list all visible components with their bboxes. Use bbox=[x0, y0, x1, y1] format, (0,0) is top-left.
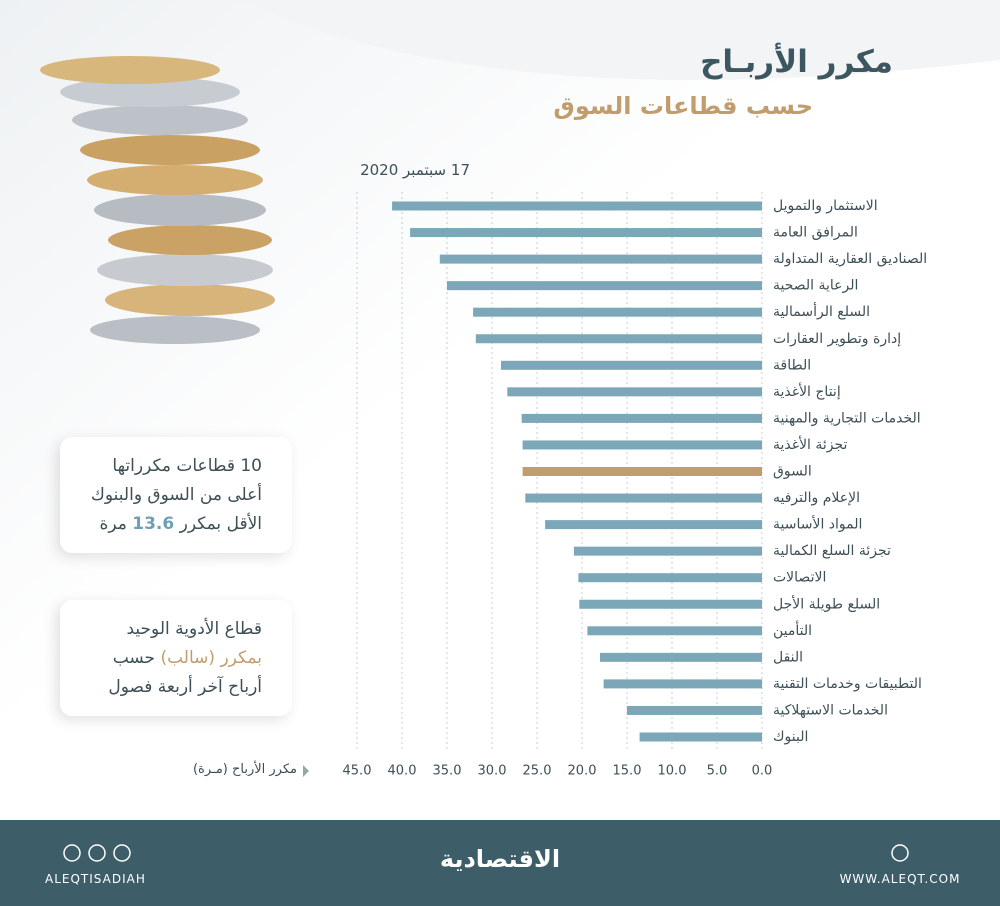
y-tick-label: المرافق العامة bbox=[773, 225, 858, 241]
bar bbox=[501, 360, 762, 370]
callout-box bbox=[60, 437, 292, 553]
bar bbox=[627, 705, 762, 715]
bar bbox=[521, 413, 762, 423]
y-tick-label: الخدمات التجارية والمهنية bbox=[773, 410, 921, 426]
axis-marker bbox=[303, 765, 309, 777]
y-tick-label: الاستثمار والتمويل bbox=[773, 198, 878, 214]
y-tick-label: الإعلام والترفيه bbox=[773, 490, 860, 506]
bar bbox=[603, 679, 762, 689]
bar bbox=[473, 307, 762, 317]
bar bbox=[600, 652, 762, 662]
y-tick-label: تجزئة السلع الكمالية bbox=[773, 543, 891, 559]
bar bbox=[410, 228, 762, 238]
y-tick-label: إدارة وتطوير العقارات bbox=[773, 331, 901, 347]
bar bbox=[579, 599, 762, 609]
y-tick-label: السلع الرأسمالية bbox=[773, 302, 870, 320]
bar bbox=[587, 626, 762, 636]
y-tick-label: الاتصالات bbox=[773, 570, 826, 586]
coin-stack bbox=[40, 56, 275, 344]
bar bbox=[522, 467, 762, 476]
callout-line: أعلى من السوق والبنوك bbox=[91, 481, 262, 510]
callout-line: بمكرر (سالب) حسب bbox=[113, 644, 262, 673]
y-tick-label: الرعاية الصحية bbox=[773, 278, 858, 294]
date: 17 سبتمبر 2020 bbox=[360, 161, 470, 179]
x-tick-label: 35.0 bbox=[433, 764, 462, 779]
callout-text: 13.6 bbox=[132, 514, 175, 534]
y-tick-label: إنتاج الأغذية bbox=[773, 382, 841, 400]
y-tick-label: التطبيقات وخدمات التقنية bbox=[773, 676, 922, 692]
logo: الاقتصادية bbox=[439, 845, 561, 873]
y-tick-label: الصناديق العقارية المتداولة bbox=[773, 251, 927, 267]
callout-text: أعلى من السوق والبنوك bbox=[90, 485, 262, 505]
x-tick-label: 40.0 bbox=[388, 764, 417, 779]
callout-text: أرباح آخر أربعة فصول bbox=[108, 677, 262, 697]
bar bbox=[475, 334, 762, 344]
x-tick-label: 25.0 bbox=[523, 764, 552, 779]
bar bbox=[392, 201, 762, 211]
handle: ALEQTISADIAH bbox=[45, 872, 146, 886]
bar bbox=[578, 573, 762, 583]
y-tick-label: المواد الأساسية bbox=[773, 515, 862, 533]
bar bbox=[522, 440, 762, 450]
x-tick-label: 10.0 bbox=[658, 764, 687, 779]
x-tick-label: 15.0 bbox=[613, 764, 642, 779]
y-tick-label: البنوك bbox=[773, 729, 808, 745]
callout-text: 10 قطاعات مكرراتها bbox=[112, 456, 262, 476]
callout-line: أرباح آخر أربعة فصول bbox=[108, 673, 262, 702]
y-tick-label: النقل bbox=[773, 649, 803, 665]
x-tick-label: 20.0 bbox=[568, 764, 597, 779]
callout-text: قطاع الأدوية الوحيد bbox=[126, 619, 263, 639]
callout-line: الأقل بمكرر 13.6 مرة bbox=[99, 510, 262, 539]
footer-band bbox=[0, 820, 1000, 906]
bar bbox=[525, 493, 762, 503]
callout-text: حسب bbox=[112, 648, 156, 668]
bar bbox=[439, 254, 762, 264]
callout-line: قطاع الأدوية الوحيد bbox=[127, 615, 263, 644]
y-tick-label: السوق bbox=[773, 464, 812, 480]
x-axis-title: مكرر الأرباح (مـرة) bbox=[192, 762, 297, 777]
subtitle: حسب قطاعات السوق bbox=[553, 92, 813, 120]
callout-line: 10 قطاعات مكرراتها bbox=[112, 452, 262, 481]
callout-box bbox=[60, 600, 292, 716]
callout-text: مرة bbox=[99, 514, 127, 534]
x-tick-label: 45.0 bbox=[343, 764, 372, 779]
callout-text: بمكرر (سالب) bbox=[160, 648, 262, 668]
y-tick-label: التأمين bbox=[773, 620, 812, 639]
y-tick-label: تجزئة الأغذية bbox=[773, 435, 848, 453]
title: مكرر الأربـاح bbox=[700, 44, 893, 80]
x-tick-label: 5.0 bbox=[707, 764, 728, 779]
x-tick-label: 30.0 bbox=[478, 764, 507, 779]
social-icons[interactable] bbox=[63, 844, 909, 862]
bar bbox=[447, 281, 762, 291]
y-tick-label: الطاقة bbox=[773, 357, 811, 373]
y-tick-label: الخدمات الاستهلاكية bbox=[773, 702, 888, 718]
bar bbox=[545, 520, 762, 530]
website[interactable]: WWW.ALEQT.COM bbox=[839, 872, 961, 886]
x-tick-label: 0.0 bbox=[752, 764, 773, 779]
swoosh bbox=[240, 0, 1000, 80]
callout-text: الأقل بمكرر bbox=[179, 514, 262, 534]
bar bbox=[639, 732, 762, 742]
bar bbox=[507, 387, 762, 397]
bar bbox=[573, 546, 762, 556]
y-tick-label: السلع طويلة الأجل bbox=[773, 594, 880, 612]
